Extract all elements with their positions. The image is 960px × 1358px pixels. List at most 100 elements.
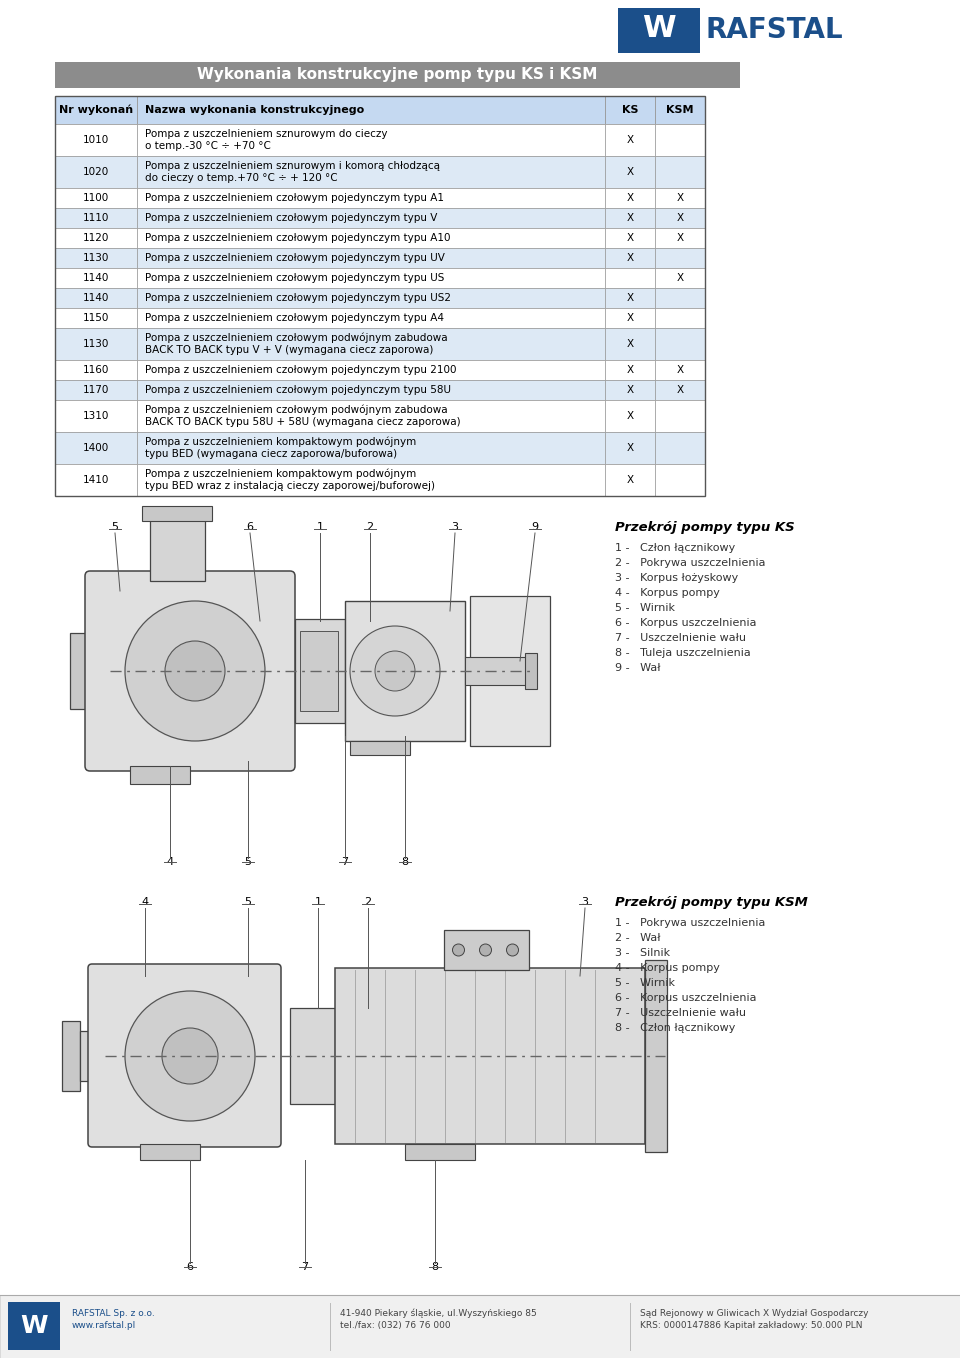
Text: 1130: 1130 <box>83 340 109 349</box>
Bar <box>55 249 137 268</box>
Bar <box>55 62 740 88</box>
Bar <box>605 401 655 432</box>
Text: 1310: 1310 <box>83 411 109 421</box>
Text: 4: 4 <box>166 857 174 866</box>
Text: 2: 2 <box>365 898 372 907</box>
Text: Pompa z uszczelnieniem czołowym pojedynczym typu US: Pompa z uszczelnieniem czołowym pojedync… <box>145 273 444 282</box>
Circle shape <box>125 991 255 1120</box>
Text: 1150: 1150 <box>83 312 109 323</box>
Bar <box>55 124 137 156</box>
Text: 6 -   Korpus uszczelnienia: 6 - Korpus uszczelnienia <box>615 618 756 627</box>
Bar <box>655 401 705 432</box>
Text: Pompa z uszczelnieniem czołowym pojedynczym typu 2100: Pompa z uszczelnieniem czołowym pojedync… <box>145 365 457 375</box>
Bar <box>655 156 705 187</box>
Text: W: W <box>20 1315 48 1338</box>
Text: X: X <box>627 167 634 177</box>
Bar <box>295 619 345 722</box>
Bar <box>605 464 655 496</box>
Text: X: X <box>677 386 684 395</box>
Bar <box>0 1296 960 1358</box>
Text: 1 -   Pokrywa uszczelnienia: 1 - Pokrywa uszczelnienia <box>615 918 765 928</box>
Text: Pompa z uszczelnieniem czołowym pojedynczym typu V: Pompa z uszczelnieniem czołowym pojedync… <box>145 213 438 223</box>
Bar <box>470 596 550 746</box>
Bar <box>55 380 137 401</box>
Text: 1100: 1100 <box>83 193 109 202</box>
Text: Pompa z uszczelnieniem sznurowym i komorą chłodzącą
do cieczy o temp.+70 °C ÷ + : Pompa z uszczelnieniem sznurowym i komor… <box>145 162 440 183</box>
Text: 5 -   Wirnik: 5 - Wirnik <box>615 603 675 612</box>
Bar <box>137 329 605 360</box>
Text: X: X <box>677 365 684 375</box>
Text: Przekrój pompy typu KSM: Przekrój pompy typu KSM <box>615 896 807 909</box>
Bar <box>55 96 705 496</box>
Bar <box>55 156 137 187</box>
Text: 8: 8 <box>401 857 409 866</box>
Text: 4 -   Korpus pompy: 4 - Korpus pompy <box>615 588 720 598</box>
Text: 2 -   Wał: 2 - Wał <box>615 933 660 942</box>
Text: 5: 5 <box>245 857 252 866</box>
Bar <box>605 208 655 228</box>
Text: Nazwa wykonania konstrukcyjnego: Nazwa wykonania konstrukcyjnego <box>145 105 364 115</box>
Bar <box>137 432 605 464</box>
Bar <box>55 360 137 380</box>
Text: Nr wykonań: Nr wykonań <box>59 105 133 115</box>
Bar <box>655 96 705 124</box>
Bar <box>605 432 655 464</box>
Text: X: X <box>627 386 634 395</box>
Text: X: X <box>677 273 684 282</box>
Text: Wykonania konstrukcyjne pomp typu KS i KSM: Wykonania konstrukcyjne pomp typu KS i K… <box>198 68 598 83</box>
Text: 3 -   Silnik: 3 - Silnik <box>615 948 670 957</box>
Text: Pompa z uszczelnieniem czołowym pojedynczym typu US2: Pompa z uszczelnieniem czołowym pojedync… <box>145 293 451 303</box>
Bar <box>605 380 655 401</box>
Bar <box>335 968 645 1143</box>
Text: 7 -   Uszczelnienie wału: 7 - Uszczelnienie wału <box>615 1008 746 1018</box>
Text: 8 -   Człon łącznikowy: 8 - Człon łącznikowy <box>615 1023 735 1033</box>
Bar <box>137 464 605 496</box>
Bar <box>444 930 529 970</box>
Text: 7: 7 <box>301 1262 308 1272</box>
Bar <box>655 268 705 288</box>
Text: 3: 3 <box>582 898 588 907</box>
Text: Pompa z uszczelnieniem czołowym pojedynczym typu A1: Pompa z uszczelnieniem czołowym pojedync… <box>145 193 444 202</box>
Text: X: X <box>627 365 634 375</box>
Text: 6: 6 <box>186 1262 194 1272</box>
Text: 1160: 1160 <box>83 365 109 375</box>
Text: 9: 9 <box>532 521 539 532</box>
Text: 6 -   Korpus uszczelnienia: 6 - Korpus uszczelnienia <box>615 993 756 1004</box>
Bar <box>655 329 705 360</box>
Text: 8 -   Tuleja uszczelnienia: 8 - Tuleja uszczelnienia <box>615 648 751 659</box>
Bar <box>655 432 705 464</box>
Text: Przekrój pompy typu KS: Przekrój pompy typu KS <box>615 521 795 534</box>
Bar <box>350 741 410 755</box>
Bar <box>55 288 137 308</box>
Bar <box>55 308 137 329</box>
FancyBboxPatch shape <box>88 964 281 1148</box>
Text: 5: 5 <box>111 521 118 532</box>
Bar <box>55 228 137 249</box>
Text: Pompa z uszczelnieniem czołowym podwójnym zabudowa
BACK TO BACK typu V + V (wyma: Pompa z uszczelnieniem czołowym podwójny… <box>145 333 447 354</box>
Circle shape <box>162 1028 218 1084</box>
Text: 3 -   Korpus łożyskowy: 3 - Korpus łożyskowy <box>615 573 738 583</box>
Bar <box>88 642 118 699</box>
Bar <box>655 124 705 156</box>
Bar <box>62 1021 80 1090</box>
Text: 9 -   Wał: 9 - Wał <box>615 663 660 674</box>
Bar <box>618 8 700 53</box>
Text: 1170: 1170 <box>83 386 109 395</box>
Bar <box>137 187 605 208</box>
Text: X: X <box>627 234 634 243</box>
Text: 1: 1 <box>317 521 324 532</box>
Text: Pompa z uszczelnieniem kompaktowym podwójnym
typu BED (wymagana ciecz zaporowa/b: Pompa z uszczelnieniem kompaktowym podwó… <box>145 437 417 459</box>
Circle shape <box>350 626 440 716</box>
Text: KS: KS <box>622 105 638 115</box>
Bar <box>655 380 705 401</box>
Bar <box>525 653 537 689</box>
Bar <box>55 432 137 464</box>
Bar <box>405 1143 475 1160</box>
Bar <box>140 1143 200 1160</box>
Text: www.rafstal.pl: www.rafstal.pl <box>72 1321 136 1329</box>
Bar <box>55 329 137 360</box>
Text: X: X <box>627 312 634 323</box>
Circle shape <box>165 641 225 701</box>
Bar <box>605 187 655 208</box>
Text: 8: 8 <box>431 1262 439 1272</box>
